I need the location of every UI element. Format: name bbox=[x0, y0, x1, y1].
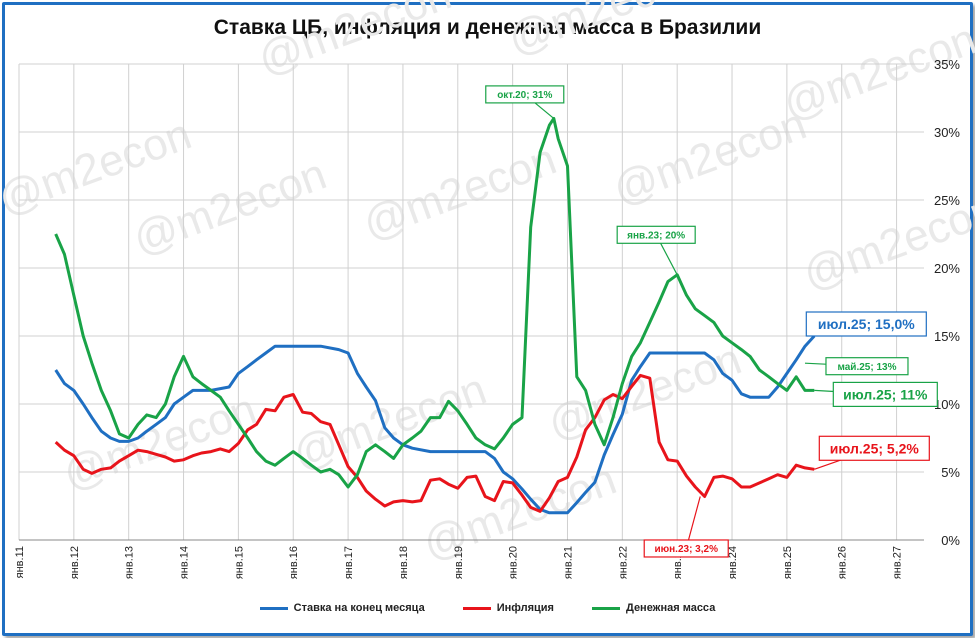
annotation-label: окт.20; 31% bbox=[497, 90, 552, 101]
x-tick-label: янв.12 bbox=[69, 546, 81, 579]
annotation-label: июл.25; 5,2% bbox=[830, 440, 920, 456]
x-tick-label: янв.18 bbox=[398, 546, 410, 579]
y-tick-label: 5% bbox=[941, 465, 960, 480]
annotation-box bbox=[825, 357, 909, 376]
legend-item: Ставка на конец месяца bbox=[259, 602, 425, 614]
x-tick-label: янв.14 bbox=[179, 546, 191, 579]
x-tick-label: янв.19 bbox=[453, 546, 465, 579]
x-tick-label: янв.13 bbox=[124, 546, 136, 579]
x-axis-ticks: янв.11 янв.12 янв.13 янв.14 янв.15 янв.16 янв.… bbox=[14, 546, 904, 579]
annotation-label: июн.23; 3,2% bbox=[654, 544, 718, 555]
annotation-label: июл.25; 15,0% bbox=[818, 316, 915, 332]
x-tick-label: янв.11 bbox=[14, 546, 26, 578]
annotation-box bbox=[616, 225, 696, 244]
legend-swatch bbox=[591, 606, 620, 610]
x-tick-label: янв.25 bbox=[782, 546, 794, 579]
annotation-box bbox=[832, 381, 938, 407]
annotation-box bbox=[643, 539, 729, 558]
series-line bbox=[54, 334, 816, 515]
legend-item: Денежная масса bbox=[591, 602, 716, 614]
series-line bbox=[54, 373, 815, 513]
watermark: @m2econ bbox=[57, 385, 263, 500]
legend-swatch bbox=[462, 606, 491, 610]
x-tick-label: янв.24 bbox=[727, 546, 739, 579]
watermark: @m2econ bbox=[252, 0, 458, 84]
x-tick-label: янв.16 bbox=[288, 546, 300, 579]
x-tick-label: янв.26 bbox=[837, 546, 849, 579]
x-tick-label: янв.22 bbox=[617, 546, 629, 579]
legend-item: Инфляция bbox=[462, 602, 554, 614]
y-tick-label: 15% bbox=[934, 329, 960, 344]
annotation-box bbox=[818, 435, 930, 461]
watermark: @m2econ bbox=[607, 100, 813, 215]
x-tick-label: янв.15 bbox=[233, 546, 245, 579]
legend-label: Инфляция bbox=[496, 602, 554, 614]
y-tick-label: 10% bbox=[934, 397, 960, 412]
y-axis-ticks: 0% 5% 10% 15% 20% 25% 30% 35% bbox=[934, 57, 960, 548]
legend: Ставка на конец месяца Инфляция Денежная м… bbox=[0, 602, 975, 614]
annotations: окт.20; 31% янв.23; 20% май.25; 13% июл.25;… bbox=[485, 85, 938, 558]
legend-swatch bbox=[259, 606, 288, 610]
y-tick-label: 35% bbox=[934, 57, 960, 72]
chart-title: Ставка ЦБ, инфляция и денежная масса в Б… bbox=[213, 16, 762, 39]
series-line bbox=[54, 116, 815, 489]
annotation-label: май.25; 13% bbox=[837, 362, 896, 373]
legend-label: Денежная масса bbox=[625, 602, 716, 614]
y-tick-label: 0% bbox=[941, 533, 960, 548]
grid-lines bbox=[18, 63, 924, 541]
watermark: @m2econ bbox=[287, 365, 493, 480]
watermark: @m2econ bbox=[542, 335, 748, 450]
annotation-label: июл.25; 11% bbox=[843, 386, 928, 402]
x-tick-label: янв.21 bbox=[562, 546, 574, 579]
x-tick-label: янв.27 bbox=[892, 546, 904, 579]
watermark: @m2econ bbox=[502, 0, 708, 64]
x-tick-label: янв.17 bbox=[343, 546, 355, 579]
legend-label: Ставка на конец месяца bbox=[293, 602, 425, 614]
annotation-label: янв.23; 20% bbox=[627, 230, 685, 241]
y-tick-label: 20% bbox=[934, 261, 960, 276]
x-tick-label: янв.20 bbox=[508, 546, 520, 579]
annotation-box bbox=[805, 311, 927, 337]
series-lines bbox=[54, 116, 816, 515]
y-tick-label: 25% bbox=[934, 193, 960, 208]
annotation-box bbox=[485, 85, 565, 104]
y-tick-label: 30% bbox=[934, 125, 960, 140]
